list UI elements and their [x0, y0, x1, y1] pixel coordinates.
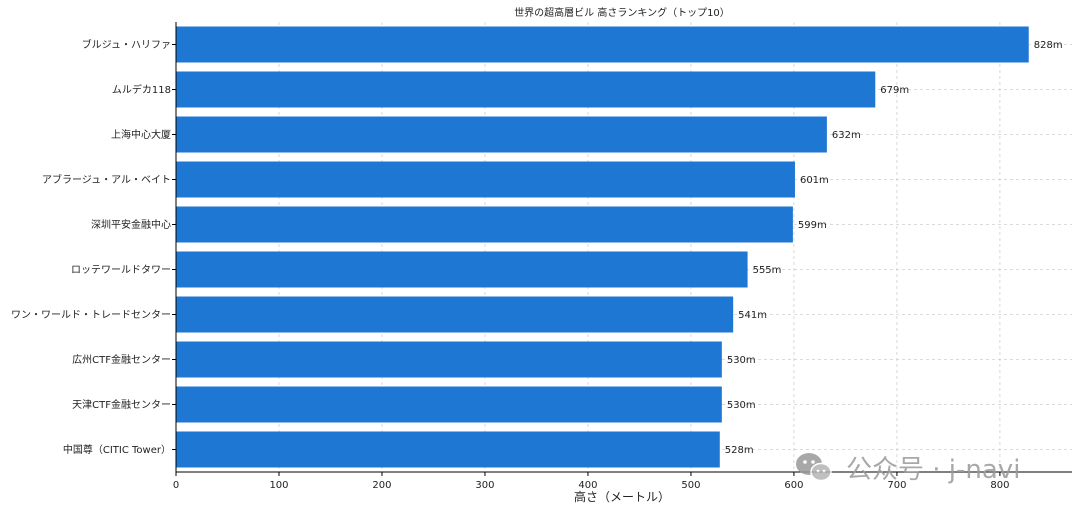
bar-value-label: 528m [725, 445, 754, 456]
bar [176, 161, 795, 198]
x-tick-label: 200 [372, 480, 391, 491]
x-tick-label: 800 [990, 480, 1009, 491]
watermark: 公众号 · j-navi [796, 453, 1020, 485]
category-label: 天津CTF金融センター [72, 398, 171, 411]
watermark-text: 公众号 · j-navi [846, 455, 1020, 485]
bar-value-label: 632m [832, 130, 861, 141]
bar [176, 71, 876, 108]
category-label: 深圳平安金融中心 [91, 218, 171, 231]
x-tick-label: 300 [475, 480, 494, 491]
x-tick-label: 700 [887, 480, 906, 491]
bar [176, 431, 720, 468]
category-label: ムルデカ118 [112, 83, 171, 96]
bars: 828m 679m 632m 601m 599m 555m 541m 530m 530m 528m [176, 26, 1063, 468]
bar [176, 206, 793, 243]
category-label: 上海中心大厦 [111, 128, 171, 141]
chart-title: 世界の超高層ビル 高さランキング（トップ10） [514, 6, 730, 19]
category-label: ワン・ワールド・トレードセンター [11, 309, 171, 321]
x-tick-label: 100 [269, 480, 288, 491]
bar [176, 341, 722, 378]
x-tick-label: 600 [784, 480, 803, 491]
category-label: ロッテワールドタワー [71, 264, 171, 276]
bar-value-label: 828m [1034, 40, 1063, 51]
category-label: アブラージュ・アル・ベイト [42, 173, 171, 186]
x-tick-label: 500 [681, 480, 700, 491]
category-label: ブルジュ・ハリファ [82, 38, 171, 51]
bar-value-label: 530m [727, 400, 756, 411]
bar-value-label: 541m [738, 310, 767, 321]
bar [176, 251, 748, 288]
x-axis-label: 高さ（メートル） [574, 489, 670, 504]
bar [176, 26, 1029, 63]
bar-value-label: 601m [800, 175, 829, 186]
bar-value-label: 679m [880, 85, 909, 96]
bar-value-label: 530m [727, 355, 756, 366]
category-label: 中国尊（CITIC Tower） [63, 443, 171, 456]
x-axis-ticks: 0 100 200 300 400 500 600 700 800 [173, 472, 1009, 491]
category-label: 広州CTF金融センター [72, 353, 171, 366]
wechat-icon [796, 453, 832, 482]
bar [176, 296, 734, 333]
x-tick-label: 400 [578, 480, 597, 491]
bar [176, 386, 722, 423]
bar-value-label: 599m [798, 220, 827, 231]
x-tick-label: 0 [173, 480, 179, 491]
bar [176, 116, 827, 153]
bar-value-label: 555m [753, 265, 782, 276]
